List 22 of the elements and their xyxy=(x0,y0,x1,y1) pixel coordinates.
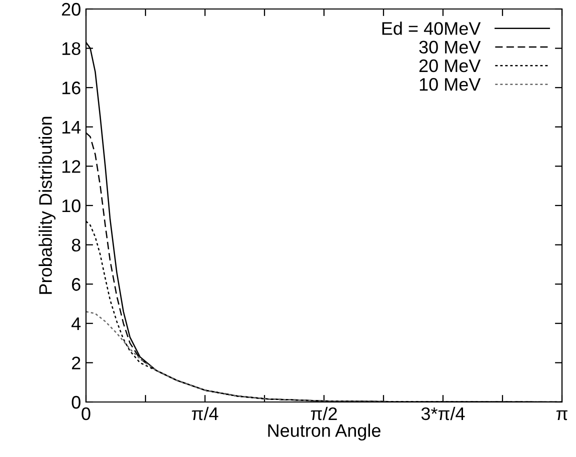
legend-label: Ed = 40MeV xyxy=(382,22,481,35)
x-tick-label: 0 xyxy=(82,407,90,420)
y-tick-label: 8 xyxy=(72,238,80,252)
legend-label: 20 MeV xyxy=(419,59,481,72)
y-tick-label: 16 xyxy=(62,82,80,94)
x-tick-label: 3*π/4 xyxy=(421,406,465,420)
x-tick-label: π xyxy=(556,410,568,420)
y-tick-label: 2 xyxy=(72,356,80,370)
y-tick-label: 14 xyxy=(62,121,81,134)
y-tick-label: 12 xyxy=(62,160,80,173)
y-tick-label: 20 xyxy=(62,2,80,16)
y-axis-title: Probability Distribution xyxy=(38,116,56,294)
x-axis-title: Neutron Angle xyxy=(268,424,380,441)
y-tick-label: 18 xyxy=(62,42,80,56)
legend-label: 10 MeV xyxy=(420,78,481,91)
y-tick-label: 10 xyxy=(62,199,80,212)
legend-label: 30 MeV xyxy=(419,40,481,54)
y-tick-label: 6 xyxy=(72,278,80,291)
y-tick-label: 4 xyxy=(72,318,81,330)
y-tick-label: 0 xyxy=(72,396,80,409)
x-tick-label: π/4 xyxy=(192,406,218,420)
x-tick-label: π/2 xyxy=(310,406,337,420)
